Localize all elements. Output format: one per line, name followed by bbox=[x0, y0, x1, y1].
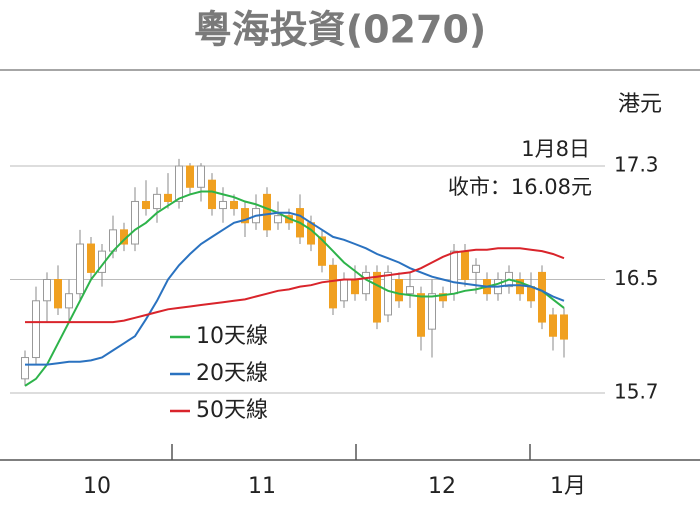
candle-body bbox=[439, 293, 447, 302]
candle-body bbox=[472, 264, 480, 273]
candle-body bbox=[208, 179, 216, 210]
candle-body bbox=[164, 193, 172, 202]
candle-body bbox=[373, 271, 381, 323]
legend-label: 50天線 bbox=[196, 398, 268, 423]
y-tick-label: 16.5 bbox=[614, 266, 659, 290]
candle-body bbox=[21, 357, 29, 380]
ma-line bbox=[24, 190, 565, 387]
candle-body bbox=[318, 236, 326, 266]
candle-body bbox=[197, 165, 205, 188]
candle-body bbox=[186, 165, 194, 188]
candle-body bbox=[351, 279, 359, 295]
candle-body bbox=[131, 200, 139, 245]
y-tick-label: 17.3 bbox=[614, 153, 659, 177]
candle-body bbox=[461, 250, 469, 280]
candle-body bbox=[76, 243, 84, 295]
ma-line bbox=[25, 211, 565, 366]
ma-line bbox=[25, 247, 565, 324]
candle-body bbox=[549, 314, 557, 337]
candle-body bbox=[329, 264, 337, 309]
candle-body bbox=[241, 208, 249, 224]
candle-body bbox=[153, 193, 161, 210]
candle-body bbox=[538, 271, 546, 323]
x-tick-label: 12 bbox=[428, 474, 456, 499]
candle-body bbox=[527, 286, 535, 302]
candle-body bbox=[307, 222, 315, 245]
y-unit: 港元 bbox=[618, 92, 662, 117]
y-tick-label: 15.7 bbox=[614, 380, 659, 404]
candle-body bbox=[32, 300, 40, 359]
candle-body bbox=[54, 279, 62, 309]
chart-title: 粵海投資(0270) bbox=[194, 8, 487, 52]
candle-body bbox=[406, 286, 414, 295]
candle-body bbox=[43, 279, 51, 302]
x-tick-label: 1月 bbox=[550, 474, 586, 499]
candle-body bbox=[384, 271, 392, 316]
candle-body bbox=[219, 200, 227, 210]
annotation: 1月8日 bbox=[521, 137, 590, 161]
candle-body bbox=[274, 215, 282, 224]
candle-body bbox=[362, 271, 370, 295]
candle-body bbox=[175, 165, 183, 202]
legend-label: 20天線 bbox=[196, 361, 268, 386]
candle-body bbox=[428, 293, 436, 330]
candle-body bbox=[65, 293, 73, 309]
candle-body bbox=[395, 279, 403, 302]
candle-body bbox=[230, 200, 238, 210]
legend-label: 10天線 bbox=[196, 324, 268, 349]
candle-body bbox=[417, 293, 425, 337]
candle-body bbox=[450, 250, 458, 295]
candle-body bbox=[340, 279, 348, 302]
candle-body bbox=[560, 314, 568, 340]
candle-body bbox=[87, 243, 95, 273]
x-tick-label: 10 bbox=[83, 474, 111, 499]
candle-body bbox=[142, 200, 150, 210]
annotation: 收市：16.08元 bbox=[448, 175, 592, 199]
candle-body bbox=[263, 193, 271, 231]
x-tick-label: 11 bbox=[248, 474, 276, 499]
